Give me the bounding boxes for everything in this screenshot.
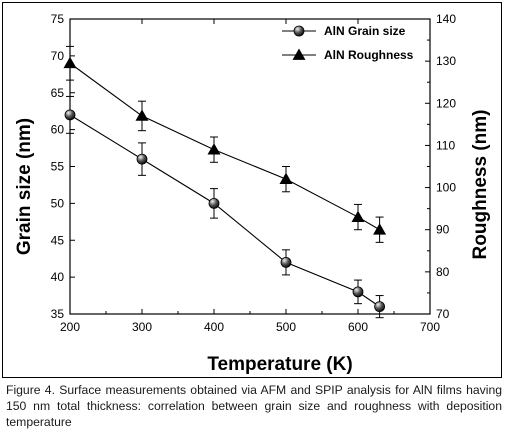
x-tick-label: 200	[60, 320, 80, 334]
grain-size-data-point	[374, 301, 386, 313]
y2-tick-label: 80	[436, 265, 450, 279]
y-tick-label: 50	[51, 196, 65, 210]
roughness-series-line	[69, 62, 380, 231]
y2-tick-label: 100	[436, 181, 456, 195]
grain-size-series-line	[69, 114, 380, 308]
y-tick-label: 45	[51, 233, 65, 247]
x-tick-label: 400	[204, 320, 224, 334]
plot-frame	[69, 18, 431, 315]
roughness-legend-label: AlN Roughness	[324, 48, 414, 62]
grain-size-data-point	[136, 153, 148, 165]
roughness-data-point	[135, 109, 149, 121]
y2-tick-label: 120	[436, 96, 456, 110]
y-tick-label: 35	[51, 307, 65, 321]
roughness-data-point	[207, 143, 221, 155]
y-tick-label: 60	[51, 123, 65, 137]
y2-tick-label: 70	[436, 307, 450, 321]
grain-size-legend-label: AlN Grain size	[324, 24, 406, 38]
x-tick-label: 600	[348, 320, 368, 334]
roughness-data-point	[373, 223, 387, 235]
roughness-data-point	[279, 172, 293, 185]
x-axis-title: Temperature (K)	[207, 354, 352, 375]
roughness-data-point	[351, 210, 365, 222]
y2-tick-label: 110	[436, 138, 455, 152]
y2-tick-label: 140	[436, 12, 456, 26]
grain-size-legend-marker	[293, 25, 305, 37]
y-tick-label: 40	[51, 270, 65, 284]
grain-size-data-point	[352, 286, 364, 298]
roughness-data-point	[63, 56, 77, 69]
grain-size-data-point	[64, 109, 76, 121]
y2-tick-label: 130	[436, 54, 456, 68]
grain-size-data-point	[208, 197, 220, 209]
roughness-legend-marker	[292, 48, 306, 60]
figure-caption: Figure 4. Surface measurements obtained …	[6, 383, 502, 429]
y-axis-title: Grain size (nm)	[14, 118, 35, 255]
y-tick-label: 65	[51, 86, 65, 100]
y-tick-label: 55	[51, 160, 65, 174]
figure-frame	[2, 2, 502, 378]
x-tick-label: 300	[132, 320, 152, 334]
y-tick-label: 70	[51, 49, 65, 63]
y-tick-label: 75	[51, 12, 65, 26]
y2-tick-label: 90	[436, 223, 450, 237]
x-tick-label: 500	[276, 320, 296, 334]
y2-axis-title: Roughness (nm)	[470, 110, 491, 260]
x-tick-label: 700	[420, 320, 440, 334]
grain-size-data-point	[280, 256, 292, 268]
chart: 200 300 400 500 600 700 35 40 45 50 55 60 65 70 75 70 80…	[14, 12, 491, 375]
